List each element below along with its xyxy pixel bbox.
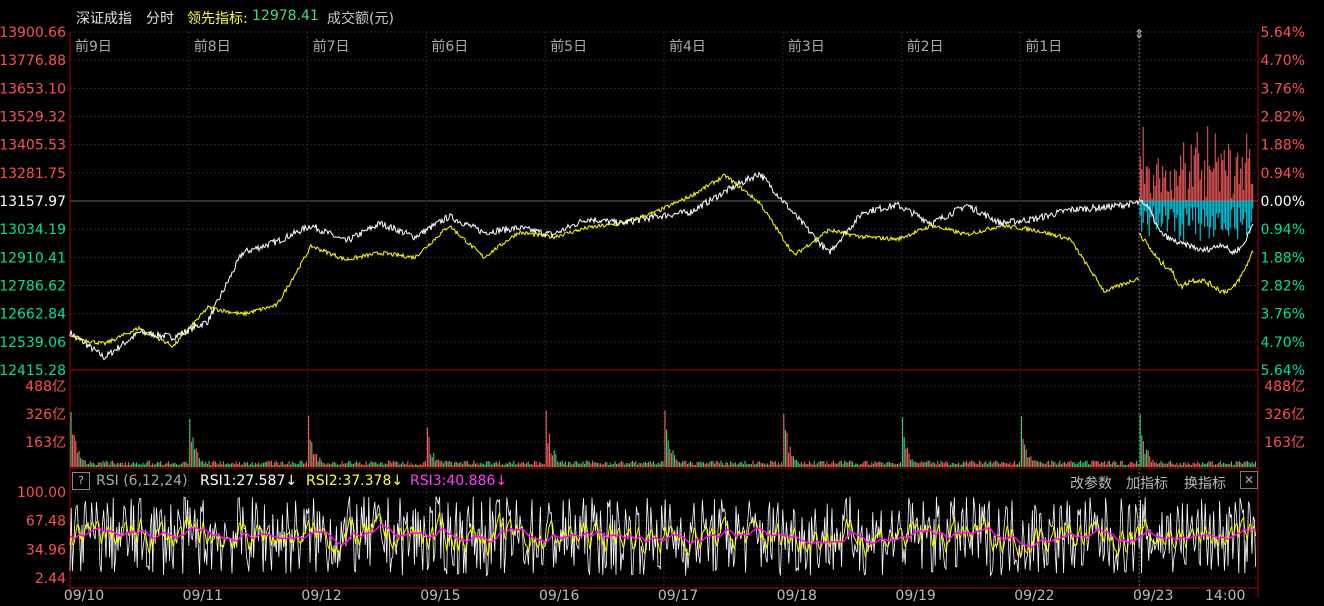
volume-label: 成交额(元) [327, 11, 394, 27]
x-axis-label: 09/15 [420, 588, 460, 604]
day-label: 前2日 [907, 38, 944, 55]
x-axis-label: 09/23 [1133, 588, 1173, 604]
price-tick-left: 12662.84 [0, 307, 66, 323]
pin-icon: ⇕ [1134, 27, 1144, 41]
price-tick-right: 5.64% [1261, 25, 1305, 41]
volume-tick-right: 326亿 [1264, 407, 1305, 423]
volume-tick-left: 326亿 [25, 407, 66, 423]
price-tick-right: 1.88% [1261, 250, 1305, 266]
rsi3-line [69, 524, 1256, 549]
day-label: 前6日 [431, 38, 468, 55]
lead-label: 领先指标: [187, 11, 248, 27]
rsi3-label: RSI3:40.886↓ [410, 473, 508, 489]
price-tick-right: 2.82% [1261, 110, 1305, 126]
day-label: 前9日 [75, 38, 112, 55]
price-tick-left: 13157.97 [0, 194, 66, 210]
price-tick-right: 3.76% [1261, 81, 1305, 97]
day-label: 前3日 [788, 38, 825, 55]
lead-value: 12978.41 [252, 8, 319, 24]
x-axis-label: 09/10 [64, 588, 104, 604]
price-tick-right: 5.64% [1261, 363, 1305, 379]
x-axis-label: 09/18 [777, 588, 817, 604]
switch-indicator-button[interactable]: 换指标 [1184, 476, 1226, 492]
price-tick-left: 12415.28 [0, 363, 66, 379]
price-tick-left: 13900.66 [0, 25, 66, 41]
price-tick-right: 0.00% [1261, 194, 1305, 210]
x-axis-label: 14:00 [1205, 588, 1245, 604]
day-label: 前8日 [194, 38, 231, 55]
lead-line-today [1138, 232, 1254, 295]
price-tick-right: 4.70% [1261, 335, 1305, 351]
price-line [69, 171, 1140, 361]
close-icon[interactable]: ✕ [1240, 471, 1258, 489]
price-tick-left: 12786.62 [0, 279, 66, 295]
day-label: 前7日 [313, 38, 350, 55]
x-axis-label: 09/19 [895, 588, 935, 604]
volume-tick-left: 488亿 [25, 379, 66, 395]
price-tick-right: 3.76% [1261, 307, 1305, 323]
price-tick-left: 13653.10 [0, 81, 66, 97]
price-tick-right: 4.70% [1261, 53, 1305, 69]
price-tick-left: 13281.75 [0, 166, 66, 182]
rsi2-label: RSI2:37.378↓ [306, 473, 404, 489]
price-tick-left: 13529.32 [0, 110, 66, 126]
change-params-button[interactable]: 改参数 [1070, 476, 1112, 492]
mode-label[interactable]: 分时 [146, 11, 174, 27]
rsi-tick: 100.00 [17, 485, 66, 501]
x-axis-label: 09/11 [183, 588, 223, 604]
help-icon[interactable]: ? [72, 472, 90, 490]
price-tick-left: 13776.88 [0, 53, 66, 69]
price-tick-right: 1.88% [1261, 138, 1305, 154]
volume-tick-right: 488亿 [1264, 379, 1305, 395]
day-label: 前5日 [550, 38, 587, 55]
price-line-today [1138, 198, 1254, 256]
index-name[interactable]: 深证成指 [76, 11, 132, 27]
volume-tick-right: 163亿 [1264, 435, 1305, 451]
rsi1-label: RSI1:27.587↓ [200, 473, 298, 489]
rsi-tick: 2.44 [35, 571, 66, 587]
lead-line [69, 173, 1140, 348]
price-tick-right: 0.94% [1261, 166, 1305, 182]
price-tick-left: 13405.53 [0, 138, 66, 154]
rsi-tick: 34.96 [26, 542, 66, 558]
add-indicator-button[interactable]: 加指标 [1126, 476, 1168, 492]
price-tick-right: 0.94% [1261, 222, 1305, 238]
x-axis-label: 09/12 [301, 588, 341, 604]
rsi-tick: 67.48 [26, 514, 66, 530]
x-axis-label: 09/17 [658, 588, 698, 604]
x-axis-label: 09/16 [539, 588, 579, 604]
price-tick-left: 13034.19 [0, 222, 66, 238]
price-tick-left: 12910.41 [0, 250, 66, 266]
rsi-title: RSI (6,12,24) [96, 473, 188, 489]
x-axis-label: 09/22 [1014, 588, 1054, 604]
day-label: 前4日 [669, 38, 706, 55]
chart-header: 深证成指 分时 领先指标: 12978.41 成交额(元) [0, 0, 1324, 30]
volume-tick-left: 163亿 [25, 435, 66, 451]
price-tick-right: 2.82% [1261, 279, 1305, 295]
rsi-toolbar: ? RSI (6,12,24) RSI1:27.587↓ RSI2:37.378… [70, 470, 1258, 492]
day-label: 前1日 [1025, 38, 1062, 55]
price-tick-left: 12539.06 [0, 335, 66, 351]
rsi1-line [69, 496, 1256, 578]
